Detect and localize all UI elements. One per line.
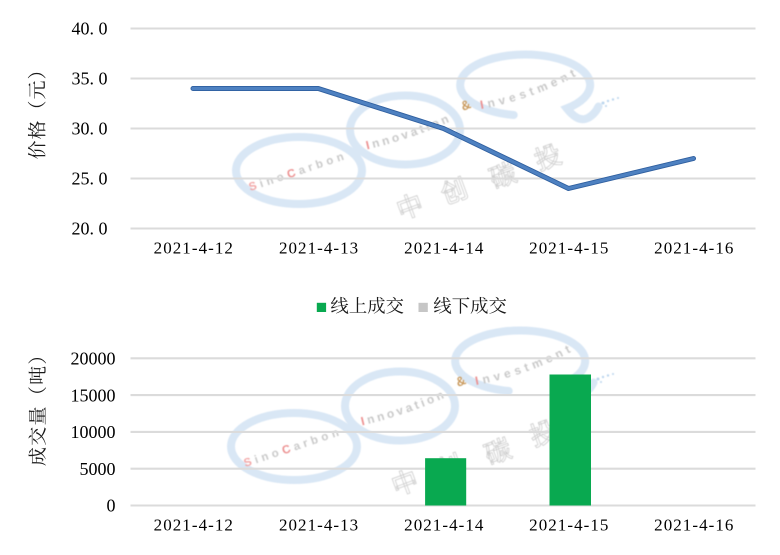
svg-text:40. 0: 40. 0 <box>72 19 108 39</box>
svg-text:10000: 10000 <box>71 422 116 442</box>
svg-text:2021-4-16: 2021-4-16 <box>654 239 734 258</box>
svg-text:2021-4-14: 2021-4-14 <box>404 516 484 535</box>
svg-text:20. 0: 20. 0 <box>72 219 108 239</box>
svg-text:30. 0: 30. 0 <box>72 119 108 139</box>
svg-text:25. 0: 25. 0 <box>72 169 108 189</box>
svg-text:2021-4-12: 2021-4-12 <box>154 516 234 535</box>
svg-text:2021-4-14: 2021-4-14 <box>404 239 484 258</box>
svg-text:2021-4-16: 2021-4-16 <box>654 516 734 535</box>
svg-text:15000: 15000 <box>71 385 116 405</box>
svg-text:2021-4-13: 2021-4-13 <box>279 516 359 535</box>
svg-text:2021-4-12: 2021-4-12 <box>154 239 234 258</box>
svg-text:2021-4-15: 2021-4-15 <box>529 516 609 535</box>
svg-text:0: 0 <box>107 496 116 516</box>
svg-text:2021-4-15: 2021-4-15 <box>529 239 609 258</box>
svg-text:5000: 5000 <box>80 459 116 479</box>
svg-text:20000: 20000 <box>71 349 116 369</box>
svg-text:35. 0: 35. 0 <box>72 69 108 89</box>
svg-text:2021-4-13: 2021-4-13 <box>279 239 359 258</box>
